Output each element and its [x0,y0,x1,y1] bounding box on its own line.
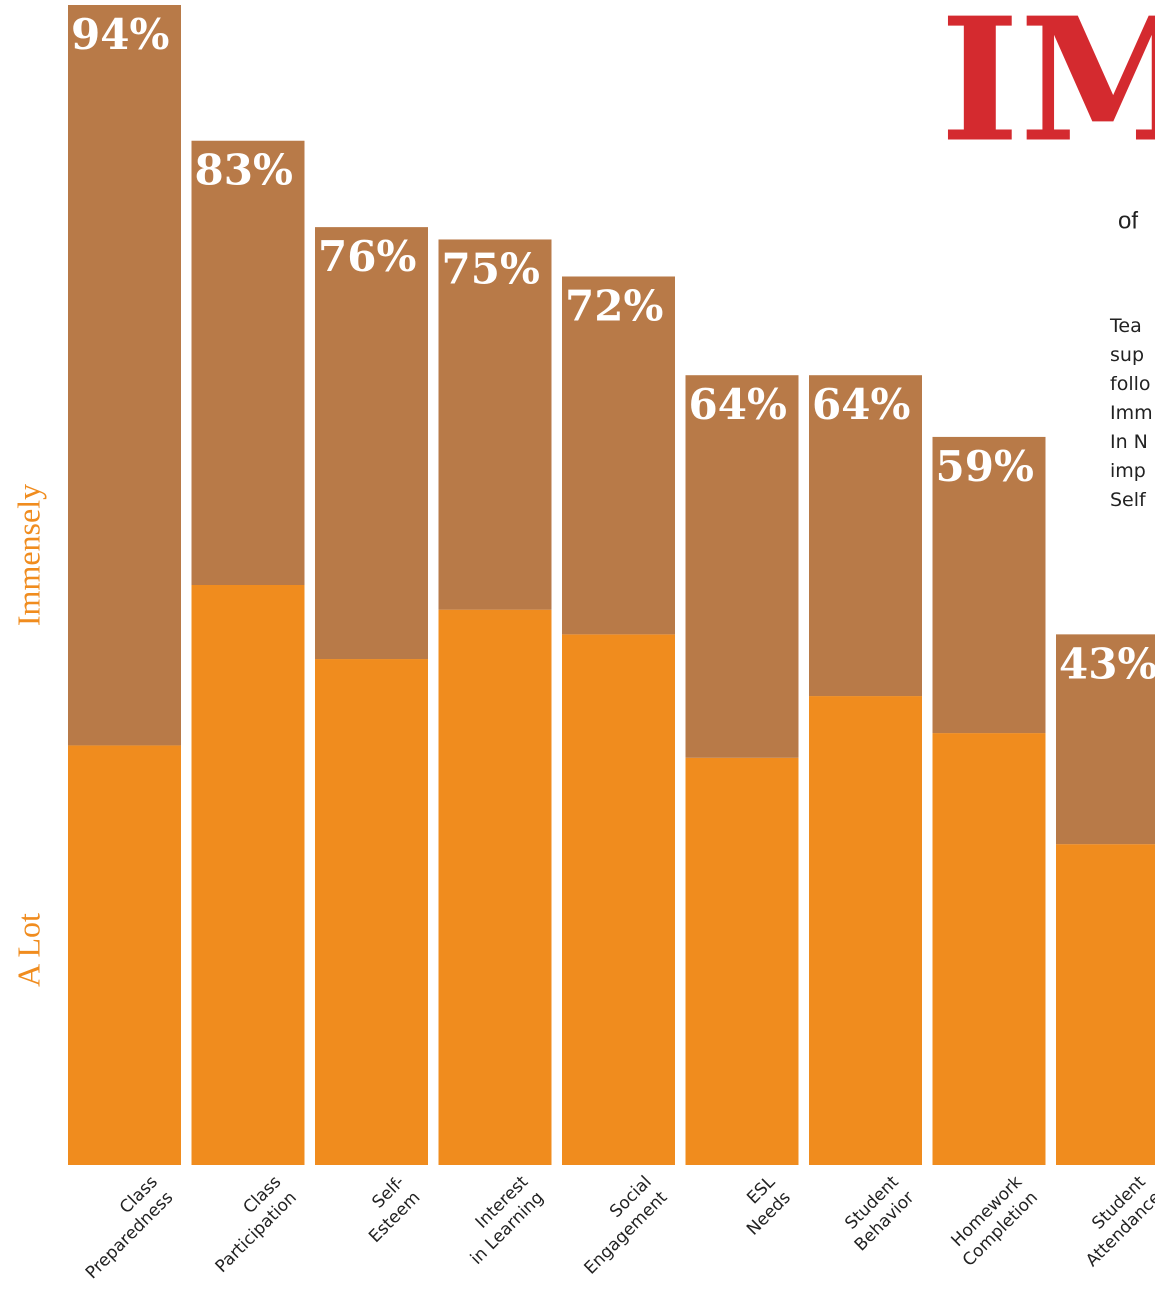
bar-segment [192,141,305,585]
body-text: follo [1110,373,1151,395]
bar-segment [933,733,1046,1165]
bar-segment [68,745,181,1165]
total-label: 72% [565,281,663,330]
bar-segment [315,659,428,1165]
body-text: sup [1110,344,1144,366]
bar-segment [809,696,922,1165]
total-label: 75% [442,244,540,293]
body-text: Imm [1110,402,1153,424]
bar-segment [1056,844,1155,1165]
bar-segment [439,239,552,609]
total-label: 59% [936,442,1034,491]
bar-segment [562,634,675,1165]
chart-title: IM [940,0,1155,181]
chart: IM of Tea sup follo Imm In N imp Self A Lot Imme… [0,0,1155,1309]
total-label: 76% [318,232,416,281]
body-text: Tea [1109,315,1142,337]
bar-segment [68,5,181,745]
body-text: Self [1110,489,1147,511]
bar-segment [686,758,799,1165]
chart-subtitle: of [1118,207,1138,234]
bar-segment [315,227,428,659]
series-label: Immensely [10,484,46,626]
bar-segment [686,375,799,758]
total-label: 94% [71,10,169,59]
body-text: imp [1110,460,1146,482]
bar-segment [439,610,552,1165]
total-label: 83% [195,146,293,195]
bar-segment [192,585,305,1165]
total-label: 64% [812,380,910,429]
total-label: 64% [689,380,787,429]
body-text: In N [1110,431,1148,453]
series-label: A Lot [10,913,46,987]
total-label: 43% [1059,639,1155,688]
